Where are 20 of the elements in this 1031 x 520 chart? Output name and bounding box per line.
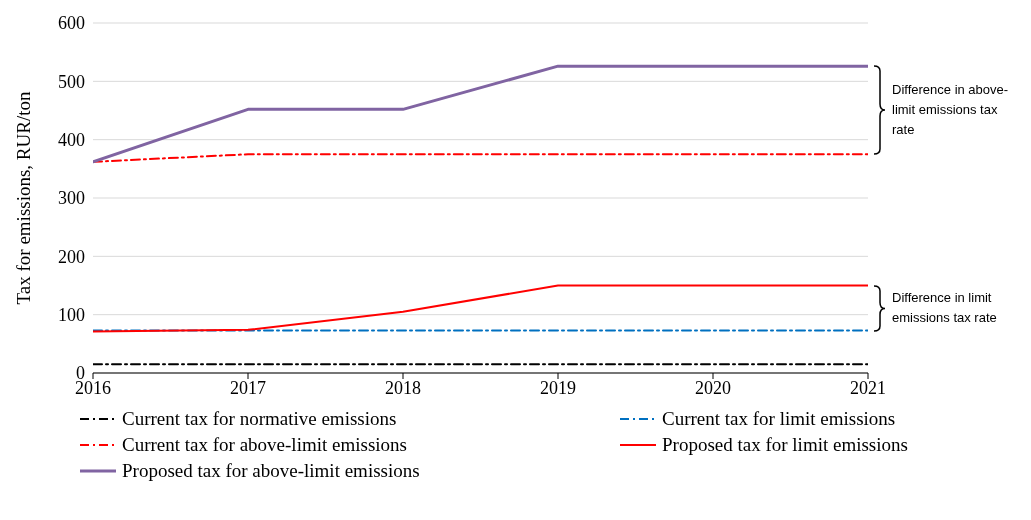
text: Difference in above-limit emissions tax rate xyxy=(892,81,1010,140)
y-tick-label: 600 xyxy=(58,13,85,34)
text: Difference in limit emissions tax rate xyxy=(892,288,998,327)
x-tick-label: 2017 xyxy=(230,377,266,398)
x-tick-label: 2018 xyxy=(385,377,421,398)
y-axis-title: Tax for emissions, RUR/ton xyxy=(12,91,34,305)
legend-label: Current tax for above-limit emissions xyxy=(122,434,407,456)
legend-label: Proposed tax for above-limit emissions xyxy=(122,460,420,482)
y-tick-label: 500 xyxy=(58,71,85,92)
x-tick-label: 2020 xyxy=(695,377,731,398)
x-tick-label: 2021 xyxy=(850,377,886,398)
legend-label: Proposed tax for limit emissions xyxy=(662,434,908,456)
y-tick-label: 100 xyxy=(58,305,85,326)
line-series xyxy=(93,284,868,333)
y-tick-label: 300 xyxy=(58,188,85,209)
legend-label: Current tax for limit emissions xyxy=(662,408,896,430)
y-tick-label: 400 xyxy=(58,130,85,151)
y-tick-label: 200 xyxy=(58,246,85,267)
legend-label: Current tax for normative emissions xyxy=(122,408,397,430)
x-tick-label: 2019 xyxy=(540,377,576,398)
